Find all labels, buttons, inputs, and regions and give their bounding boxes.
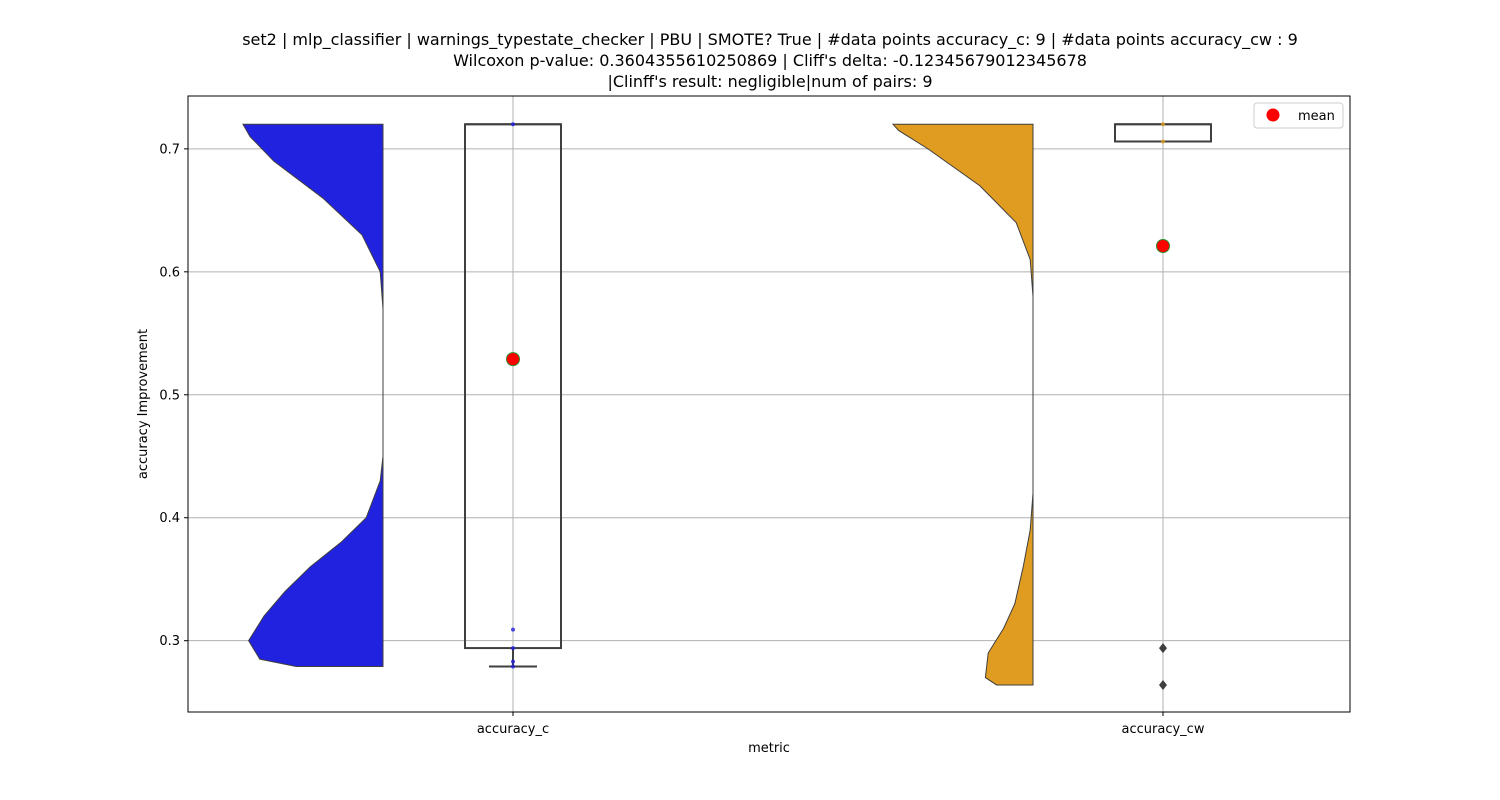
data-point xyxy=(511,664,515,669)
violin-accuracy_cw xyxy=(891,123,1034,686)
x-tick-label: accuracy_c xyxy=(477,722,549,737)
data-point xyxy=(1161,122,1165,127)
box-layer xyxy=(464,123,1212,668)
mean-marker-accuracy_c xyxy=(506,352,520,367)
violin-layer xyxy=(242,123,1034,686)
data-point xyxy=(1161,139,1165,144)
chart-title-line-2: Wilcoxon p-value: 0.3604355610250869 | C… xyxy=(453,51,1087,70)
y-tick-label: 0.4 xyxy=(159,511,180,526)
y-tick-label: 0.3 xyxy=(159,634,180,649)
legend-mean-marker xyxy=(1266,108,1280,122)
legend: mean xyxy=(1253,102,1344,129)
legend-box xyxy=(1253,102,1344,129)
data-point xyxy=(511,659,515,664)
data-point xyxy=(511,627,515,632)
plot-frame xyxy=(187,95,1351,713)
outlier-point xyxy=(1159,643,1167,654)
legend-mean-label: mean xyxy=(1298,109,1335,124)
chart-title-line-1: set2 | mlp_classifier | warnings_typesta… xyxy=(242,30,1298,49)
y-tick-label: 0.7 xyxy=(159,142,180,157)
violin-accuracy_c xyxy=(242,123,384,668)
y-tick-label: 0.5 xyxy=(159,388,180,403)
x-axis-label: metric xyxy=(748,741,790,756)
x-tick-label: accuracy_cw xyxy=(1122,722,1205,737)
data-point xyxy=(511,122,515,127)
y-axis-label: accuracy Improvement xyxy=(136,329,151,479)
y-tick-label: 0.6 xyxy=(159,265,180,280)
point-layer xyxy=(506,122,1170,690)
mean-marker-accuracy_cw xyxy=(1156,239,1170,254)
chart-title-line-3: |Clinff's result: negligible|num of pair… xyxy=(607,72,933,91)
outlier-point xyxy=(1159,679,1167,690)
tick-layer: 0.3 0.4 0.5 0.6 0.7 accuracy_c accuracy_cw xyxy=(159,142,1205,737)
data-point xyxy=(511,646,515,651)
